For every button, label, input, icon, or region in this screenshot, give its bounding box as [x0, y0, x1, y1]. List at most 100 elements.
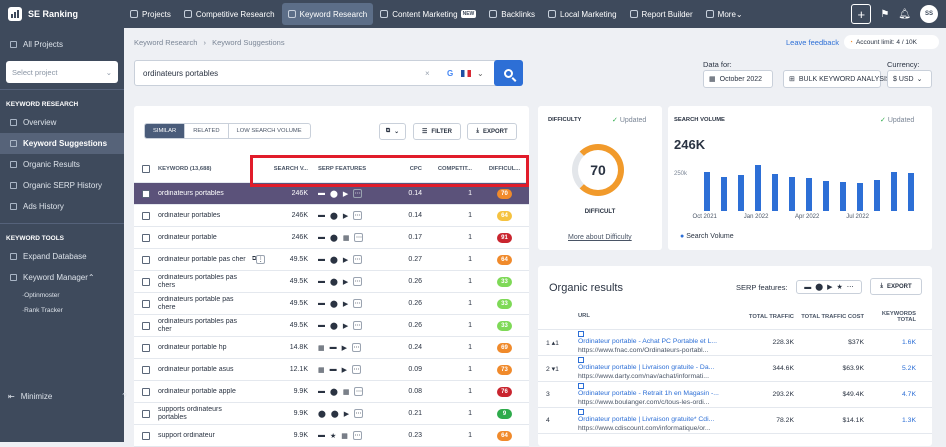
keyword-cell[interactable]: ordinateur portable apple: [158, 387, 236, 395]
more-icon[interactable]: ⋯: [353, 189, 363, 198]
sidebar-subitem[interactable]: · Rank Tracker: [0, 303, 124, 318]
more-icon[interactable]: ⋯: [353, 277, 363, 286]
chart-bar[interactable]: [891, 171, 898, 211]
row-checkbox[interactable]: [142, 321, 150, 330]
result-title-link[interactable]: Ordinateur portable | Livraison gratuite…: [578, 408, 736, 424]
nav-content-marketing[interactable]: Content Marketing NEW: [374, 3, 482, 25]
breadcrumb-link[interactable]: Keyword Research: [134, 38, 198, 47]
row-checkbox[interactable]: [142, 431, 150, 440]
sidebar-item-all-projects[interactable]: All Projects: [0, 34, 124, 55]
more-icon[interactable]: ⋯: [354, 409, 364, 418]
table-row[interactable]: support ordinateur 9.9K ▬ ★ ▦ ⋯ 0.23 1 64: [134, 425, 529, 447]
nav-keyword-research[interactable]: Keyword Research: [281, 3, 374, 25]
column-total-traffic-cost[interactable]: TOTAL TRAFFIC COST: [801, 313, 864, 320]
sidebar-item-overview[interactable]: Overview: [0, 112, 124, 133]
sidebar-item-expand-database[interactable]: Expand Database: [0, 246, 124, 267]
more-about-difficulty-link[interactable]: More about Difficulty: [568, 234, 632, 241]
table-row[interactable]: ordinateurs portable pas chere 49.5K ▬ ⬤ ▶ ⋯ 0…: [134, 293, 529, 315]
currency-select[interactable]: $ USD ⌄: [887, 70, 932, 88]
notifications-bell-icon[interactable]: 🔔︎: [898, 8, 911, 20]
row-checkbox[interactable]: [142, 189, 150, 198]
nav-competitive-research[interactable]: Competitive Research: [178, 3, 281, 25]
chart-bar[interactable]: [754, 165, 761, 211]
table-row[interactable]: ordinateur portable asus 12.1K ▦ ▬ ▶ ⋯ 0.09 1 73: [134, 359, 529, 381]
column-serp-features[interactable]: SERP FEATURES: [318, 166, 367, 172]
keyword-cell[interactable]: ordinateur portable asus: [158, 365, 234, 373]
chevron-down-icon[interactable]: ⌄: [477, 68, 484, 78]
keyword-cell[interactable]: ordinateur portable: [158, 233, 217, 241]
keywords-total-cell[interactable]: 1.6K: [902, 339, 916, 346]
tab-related[interactable]: RELATED: [185, 124, 229, 138]
result-url[interactable]: https://www.cdiscount.com/informatique/o…: [578, 424, 711, 432]
sidebar-subitem[interactable]: · Optinmoster: [0, 288, 124, 303]
table-row[interactable]: ordinateur portable pas cher ⧉ ⋮ 49.5K ▬ ⬤ ▶ ⋯ 0…: [134, 249, 529, 271]
result-title-link[interactable]: Ordinateur portable - Achat PC Portable …: [578, 330, 736, 346]
organic-export-button[interactable]: ⤓ EXPORT: [870, 278, 922, 295]
keyword-cell[interactable]: ordinateurs portable pas chere: [158, 295, 234, 311]
sidebar-item-keyword-suggestions[interactable]: Keyword Suggestions: [0, 133, 124, 154]
sidebar-item-organic-serp-history[interactable]: Organic SERP History: [0, 175, 124, 196]
more-icon[interactable]: ⋯: [354, 233, 364, 242]
more-icon[interactable]: ⋯: [352, 431, 362, 440]
copy-button[interactable]: ⧉ ⌄: [379, 123, 406, 140]
export-button[interactable]: ⤓ EXPORT: [467, 123, 517, 140]
row-checkbox[interactable]: [142, 343, 150, 352]
row-checkbox[interactable]: [142, 299, 150, 308]
chart-bar[interactable]: [908, 173, 915, 211]
row-checkbox[interactable]: [142, 255, 150, 264]
nav-projects[interactable]: Projects: [124, 3, 177, 25]
keyword-cell[interactable]: support ordinateur: [158, 431, 215, 439]
france-flag-icon[interactable]: [461, 70, 471, 77]
minimize-sidebar-button[interactable]: ⇤ Minimize ?: [8, 392, 127, 401]
table-row[interactable]: ordinateurs portables 246K ▬ ⬤ ▶ ⋯ 0.14 1 70: [134, 183, 529, 205]
column-url[interactable]: URL: [578, 313, 590, 319]
result-url[interactable]: https://www.darty.com/nav/achat/informat…: [578, 372, 709, 380]
more-icon[interactable]: ⋯: [352, 343, 362, 352]
row-checkbox[interactable]: [142, 277, 150, 286]
chart-bar[interactable]: [703, 172, 710, 211]
keyword-cell[interactable]: ordinateurs portables: [158, 189, 224, 197]
keyword-cell[interactable]: supports ordinateurs portables: [158, 405, 222, 421]
more-icon[interactable]: ⋯: [354, 387, 364, 396]
table-row[interactable]: ordinateur portable hp 14.8K ▦ ▬ ▶ ⋯ 0.24 1 69: [134, 337, 529, 359]
add-button[interactable]: +: [851, 4, 872, 24]
google-icon[interactable]: G: [447, 68, 454, 78]
search-button[interactable]: [494, 60, 523, 86]
nav-backlinks[interactable]: Backlinks: [483, 3, 541, 25]
chart-bar[interactable]: [737, 175, 744, 211]
keyword-search-input[interactable]: ordinateurs portables × G ⌄: [134, 60, 516, 86]
column-keyword[interactable]: KEYWORD (13,688): [158, 166, 212, 172]
sidebar-item-ads-history[interactable]: Ads History: [0, 196, 124, 217]
chart-bar[interactable]: [771, 173, 778, 211]
table-row[interactable]: ordinateurs portables pas cher 49.5K ▬ ⬤ ▶ ⋯ 0…: [134, 315, 529, 337]
bulk-keyword-analysis-button[interactable]: ⊞ BULK KEYWORD ANALYSIS: [783, 70, 891, 88]
app-logo[interactable]: SE Ranking: [0, 7, 124, 21]
keywords-total-cell[interactable]: 5.2K: [902, 365, 916, 372]
more-icon[interactable]: ⋯: [353, 321, 363, 330]
chart-bar[interactable]: [823, 181, 830, 211]
more-icon[interactable]: ⋯: [353, 255, 363, 264]
filter-button[interactable]: ☰ FILTER: [413, 123, 461, 140]
result-title-link[interactable]: Ordinateur portable - Retrait 1h en Maga…: [578, 382, 736, 398]
more-icon[interactable]: ⋯: [353, 211, 363, 220]
help-icon[interactable]: ?: [122, 392, 127, 401]
chart-bar[interactable]: [806, 178, 812, 211]
serp-features-filter[interactable]: ▬ ⬤ ▶ ★ ⋯: [796, 280, 862, 294]
sidebar-item-keyword-manager[interactable]: Keyword Manager ⌃: [0, 267, 124, 288]
project-select[interactable]: Select project ⌄: [6, 61, 118, 83]
keyword-cell[interactable]: ordinateur portable hp: [158, 343, 227, 351]
column-search-volume[interactable]: SEARCH V...: [273, 166, 308, 172]
table-row[interactable]: ordinateur portable 246K ▬ ⬤ ▦ ⋯ 0.17 1 91: [134, 227, 529, 249]
more-icon[interactable]: ⋯: [352, 365, 362, 374]
nav-report-builder[interactable]: Report Builder: [624, 3, 699, 25]
chart-bar[interactable]: [720, 176, 727, 211]
result-title-link[interactable]: Ordinateur portable | Livraison gratuite…: [578, 356, 736, 372]
user-avatar[interactable]: SS: [920, 5, 938, 23]
column-difficulty[interactable]: DIFFICUL...: [488, 166, 521, 172]
row-checkbox[interactable]: [142, 211, 150, 220]
more-icon[interactable]: ⋯: [353, 299, 363, 308]
keyword-cell[interactable]: ordinateurs portables pas chers: [158, 273, 237, 289]
column-keywords-total[interactable]: KEYWORDS TOTAL: [881, 310, 916, 323]
nav-local-marketing[interactable]: Local Marketing: [542, 3, 622, 25]
row-checkbox[interactable]: [142, 233, 150, 242]
